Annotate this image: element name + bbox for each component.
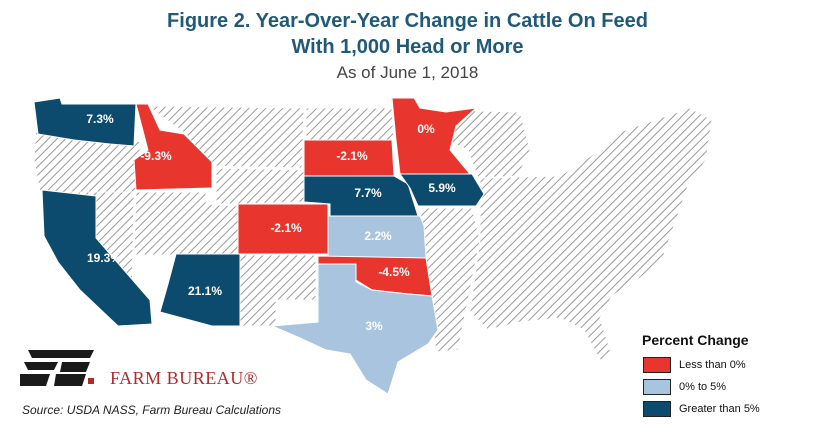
state-tx xyxy=(271,263,439,395)
label-ne: 7.7% xyxy=(354,186,382,200)
state-id xyxy=(133,103,213,191)
state-nd xyxy=(305,107,395,143)
label-ia: 5.9% xyxy=(428,181,456,195)
label-ca: 19.3% xyxy=(87,251,121,265)
state-ks xyxy=(327,215,427,259)
label-mn: 0% xyxy=(417,122,435,136)
state-wy xyxy=(215,167,305,205)
legend-label: Greater than 5% xyxy=(679,403,760,415)
state-mn xyxy=(391,97,478,175)
source-note: Source: USDA NASS, Farm Bureau Calculati… xyxy=(22,403,281,417)
label-az: 21.1% xyxy=(188,284,222,298)
chart-title-line1: Figure 2. Year-Over-Year Change in Cattl… xyxy=(167,10,648,32)
label-co: -2.1% xyxy=(270,221,302,235)
state-ia xyxy=(399,173,485,207)
label-ok: -4.5% xyxy=(378,265,410,279)
legend-label: 0% to 5% xyxy=(679,381,727,393)
chart-title-line2: With 1,000 Head or More xyxy=(291,36,524,58)
legend-item-negative: Less than 0% xyxy=(643,357,746,373)
label-wa: 7.3% xyxy=(86,112,114,126)
label-sd: -2.1% xyxy=(336,149,368,163)
state-eastern xyxy=(469,107,713,361)
legend-item-high: Greater than 5% xyxy=(643,401,760,417)
state-mt xyxy=(146,105,305,169)
chart-subtitle: As of June 1, 2018 xyxy=(336,63,479,82)
legend-title: Percent Change xyxy=(642,332,749,348)
label-ks: 2.2% xyxy=(364,229,392,243)
legend-swatch xyxy=(643,379,671,395)
state-ca xyxy=(41,189,153,327)
brand-name: FARM BUREAU® xyxy=(110,368,258,388)
state-wa xyxy=(33,97,137,147)
legend-label: Less than 0% xyxy=(679,359,746,371)
state-nm xyxy=(239,254,317,327)
legend-item-low: 0% to 5% xyxy=(643,379,726,395)
farm-bureau-logo-icon xyxy=(20,350,94,386)
legend-swatch xyxy=(643,401,671,417)
label-id: -9.3% xyxy=(140,149,172,163)
no-data-states xyxy=(33,105,713,361)
label-tx: 3% xyxy=(365,319,383,333)
legend-swatch xyxy=(643,357,671,373)
